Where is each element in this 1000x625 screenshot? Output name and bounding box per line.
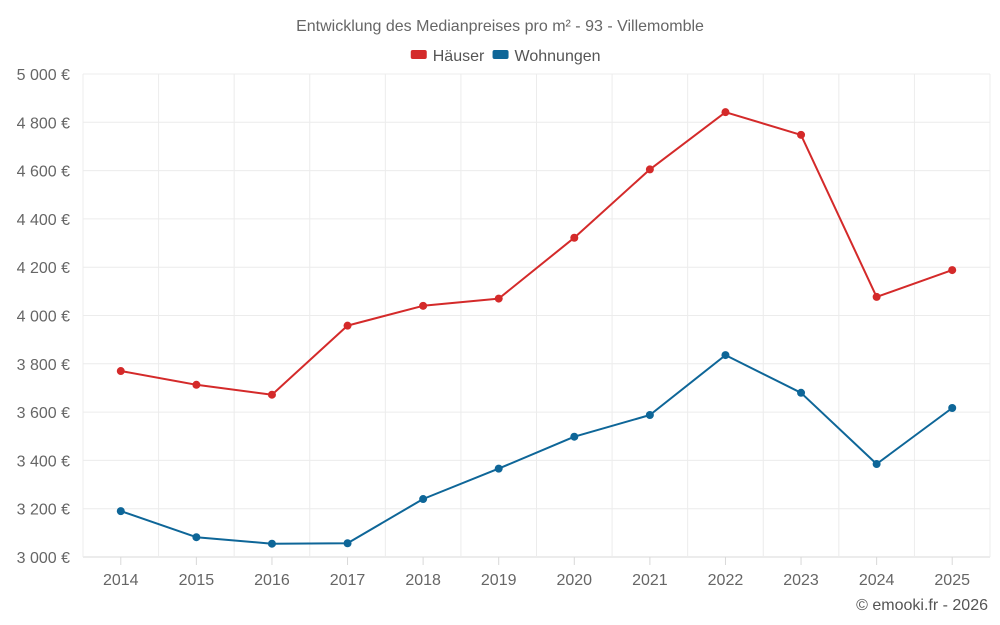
- data-point[interactable]: [872, 292, 881, 301]
- data-point[interactable]: [267, 390, 276, 399]
- series-häuser: [116, 108, 957, 399]
- x-tick-label: 2025: [934, 572, 970, 589]
- y-tick-label: 4 800 €: [17, 115, 70, 132]
- y-tick-label: 5 000 €: [17, 67, 70, 84]
- data-point[interactable]: [797, 388, 806, 397]
- data-point[interactable]: [116, 367, 125, 376]
- data-point[interactable]: [721, 108, 730, 117]
- data-point[interactable]: [116, 507, 125, 516]
- x-tick-label: 2020: [556, 572, 592, 589]
- data-point[interactable]: [948, 403, 957, 412]
- chart-title: Entwicklung des Medianpreises pro m² - 9…: [296, 18, 704, 35]
- x-tick-label: 2021: [632, 572, 668, 589]
- legend-item-wohnungen[interactable]: Wohnungen: [492, 48, 601, 65]
- y-tick-label: 3 000 €: [17, 550, 70, 567]
- data-point[interactable]: [494, 464, 503, 473]
- y-tick-label: 3 400 €: [17, 453, 70, 470]
- y-tick-label: 3 800 €: [17, 357, 70, 374]
- x-tick-label: 2016: [254, 572, 290, 589]
- x-axis: 2014 2015 2016 2017 2018 2019 2020 2021 2022 2023…: [103, 557, 970, 589]
- data-point[interactable]: [570, 233, 579, 242]
- series-group: [116, 108, 957, 548]
- y-tick-label: 3 200 €: [17, 502, 70, 519]
- series-wohnungen: [116, 351, 957, 548]
- x-tick-label: 2024: [859, 572, 895, 589]
- x-tick-label: 2023: [783, 572, 819, 589]
- data-point[interactable]: [570, 432, 579, 441]
- data-point[interactable]: [419, 495, 428, 504]
- data-point[interactable]: [343, 539, 352, 548]
- grid-lines: [82, 73, 991, 558]
- data-point[interactable]: [948, 266, 957, 275]
- y-tick-label: 4 400 €: [17, 212, 70, 229]
- data-point[interactable]: [343, 321, 352, 330]
- legend-item-häuser[interactable]: Häuser: [410, 48, 485, 65]
- x-tick-label: 2017: [330, 572, 366, 589]
- y-tick-label: 3 600 €: [17, 405, 70, 422]
- x-tick-label: 2019: [481, 572, 517, 589]
- y-tick-label: 4 200 €: [17, 260, 70, 277]
- data-point[interactable]: [645, 410, 654, 419]
- legend-swatch: [492, 50, 509, 59]
- data-point[interactable]: [797, 130, 806, 139]
- data-point[interactable]: [267, 539, 276, 548]
- x-tick-label: 2022: [708, 572, 744, 589]
- x-tick-label: 2015: [179, 572, 215, 589]
- data-point[interactable]: [192, 533, 201, 542]
- data-point[interactable]: [419, 301, 428, 310]
- legend-swatch: [410, 50, 427, 59]
- data-point[interactable]: [192, 380, 201, 389]
- y-tick-label: 4 000 €: [17, 309, 70, 326]
- data-point[interactable]: [872, 460, 881, 469]
- x-tick-label: 2018: [405, 572, 441, 589]
- credit-text: © emooki.fr - 2026: [856, 597, 988, 614]
- legend-label: Wohnungen: [515, 48, 601, 65]
- x-tick-label: 2014: [103, 572, 139, 589]
- y-tick-label: 4 600 €: [17, 164, 70, 181]
- legend: Häuser Wohnungen: [410, 48, 601, 65]
- y-axis: 3 000 € 3 200 € 3 400 € 3 600 € 3 800 € 4 000…: [17, 67, 70, 567]
- series-line: [120, 111, 953, 396]
- data-point[interactable]: [721, 351, 730, 360]
- data-point[interactable]: [645, 165, 654, 174]
- data-point[interactable]: [494, 294, 503, 303]
- series-line: [120, 354, 953, 545]
- legend-label: Häuser: [433, 48, 485, 65]
